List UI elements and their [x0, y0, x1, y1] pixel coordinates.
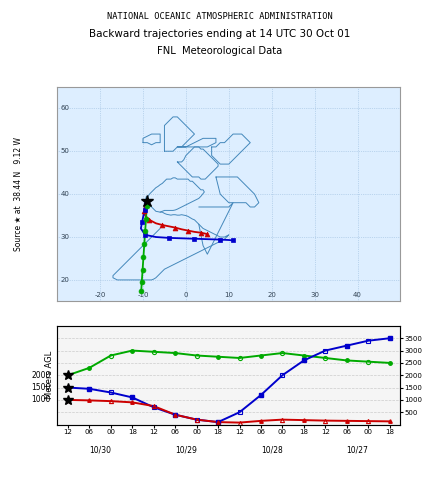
Text: 1500: 1500 [31, 383, 51, 392]
Y-axis label: Meters AGL: Meters AGL [45, 351, 55, 399]
Text: NATIONAL OCEANIC ATMOSPHERIC ADMINISTRATION: NATIONAL OCEANIC ATMOSPHERIC ADMINISTRAT… [107, 12, 333, 21]
Text: 1000: 1000 [31, 395, 51, 405]
Text: 10/30: 10/30 [89, 446, 111, 454]
Text: 20: 20 [61, 277, 70, 283]
Text: 40: 40 [353, 292, 362, 298]
Text: Backward trajectories ending at 14 UTC 30 Oct 01: Backward trajectories ending at 14 UTC 3… [89, 29, 351, 39]
Text: 2000: 2000 [31, 371, 51, 380]
Text: 10/29: 10/29 [175, 446, 197, 454]
Text: 60: 60 [61, 105, 70, 111]
Text: 50: 50 [61, 148, 70, 154]
Text: 10/27: 10/27 [347, 446, 368, 454]
Text: 10/28: 10/28 [261, 446, 282, 454]
Text: 30: 30 [61, 234, 70, 240]
Text: 20: 20 [267, 292, 276, 298]
Text: 10: 10 [224, 292, 233, 298]
Text: 30: 30 [310, 292, 319, 298]
Text: -10: -10 [137, 292, 149, 298]
Text: -20: -20 [95, 292, 106, 298]
Text: FNL  Meteorological Data: FNL Meteorological Data [158, 46, 282, 56]
Text: 40: 40 [61, 191, 70, 197]
Text: 0: 0 [183, 292, 188, 298]
Y-axis label: Source ★ at  38.44 N   9.12 W: Source ★ at 38.44 N 9.12 W [14, 137, 23, 251]
